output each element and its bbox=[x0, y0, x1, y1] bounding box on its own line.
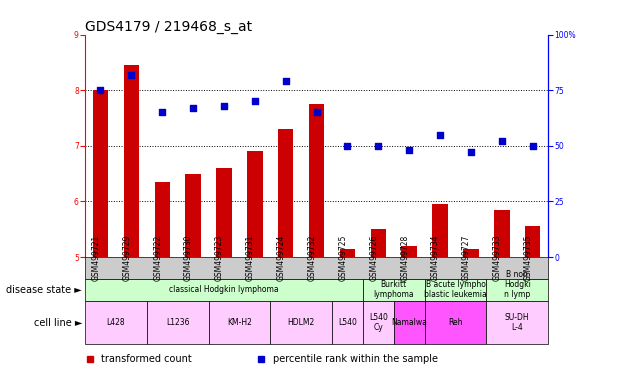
FancyBboxPatch shape bbox=[486, 301, 548, 344]
Text: GSM499722: GSM499722 bbox=[153, 235, 163, 281]
Text: GSM499728: GSM499728 bbox=[400, 235, 410, 281]
Bar bbox=[247, 151, 263, 257]
Text: L540
Cy: L540 Cy bbox=[369, 313, 387, 332]
FancyBboxPatch shape bbox=[85, 279, 363, 301]
Text: disease state ►: disease state ► bbox=[6, 285, 82, 295]
Text: SU-DH
L-4: SU-DH L-4 bbox=[505, 313, 530, 332]
Text: classical Hodgkin lymphoma: classical Hodgkin lymphoma bbox=[169, 285, 279, 294]
Text: GSM499732: GSM499732 bbox=[307, 235, 317, 281]
Text: GSM499730: GSM499730 bbox=[184, 235, 193, 281]
Bar bbox=[525, 227, 541, 257]
Bar bbox=[123, 65, 139, 257]
Text: L1236: L1236 bbox=[166, 318, 190, 327]
Bar bbox=[154, 182, 170, 257]
Bar bbox=[401, 246, 417, 257]
Point bbox=[158, 109, 168, 116]
FancyBboxPatch shape bbox=[363, 279, 425, 301]
Bar bbox=[494, 210, 510, 257]
Bar bbox=[340, 249, 355, 257]
Text: GSM499726: GSM499726 bbox=[369, 235, 378, 281]
FancyBboxPatch shape bbox=[209, 301, 270, 344]
Text: cell line ►: cell line ► bbox=[33, 318, 82, 328]
Text: GSM499725: GSM499725 bbox=[338, 235, 348, 281]
Point bbox=[188, 105, 198, 111]
Bar bbox=[216, 168, 232, 257]
FancyBboxPatch shape bbox=[425, 301, 486, 344]
Point bbox=[249, 98, 260, 104]
Text: transformed count: transformed count bbox=[101, 354, 192, 364]
Bar bbox=[370, 229, 386, 257]
Text: GSM499734: GSM499734 bbox=[431, 235, 440, 281]
FancyBboxPatch shape bbox=[332, 301, 363, 344]
Text: GDS4179 / 219468_s_at: GDS4179 / 219468_s_at bbox=[85, 20, 252, 33]
Text: B non
Hodgki
n lymp
homa: B non Hodgki n lymp homa bbox=[504, 270, 530, 310]
FancyBboxPatch shape bbox=[85, 301, 147, 344]
Point bbox=[281, 78, 291, 84]
Text: Namalwa: Namalwa bbox=[391, 318, 427, 327]
FancyBboxPatch shape bbox=[147, 301, 209, 344]
Text: Burkitt
lymphoma: Burkitt lymphoma bbox=[374, 280, 414, 300]
Bar bbox=[93, 90, 108, 257]
Point bbox=[404, 147, 415, 153]
Bar bbox=[309, 104, 324, 257]
Point bbox=[466, 149, 476, 156]
Text: GSM499721: GSM499721 bbox=[91, 235, 101, 281]
Text: L540: L540 bbox=[338, 318, 357, 327]
Bar bbox=[185, 174, 201, 257]
Text: GSM499724: GSM499724 bbox=[277, 235, 286, 281]
Point bbox=[126, 71, 137, 78]
Text: GSM499727: GSM499727 bbox=[462, 235, 471, 281]
Point bbox=[373, 143, 383, 149]
Text: KM-H2: KM-H2 bbox=[227, 318, 252, 327]
Bar bbox=[432, 204, 448, 257]
Point bbox=[219, 103, 229, 109]
Text: GSM499735: GSM499735 bbox=[524, 235, 532, 281]
FancyBboxPatch shape bbox=[486, 279, 548, 301]
Text: GSM499733: GSM499733 bbox=[493, 235, 501, 281]
FancyBboxPatch shape bbox=[270, 301, 332, 344]
Point bbox=[312, 109, 322, 116]
FancyBboxPatch shape bbox=[85, 257, 548, 279]
Text: L428: L428 bbox=[106, 318, 125, 327]
Text: Reh: Reh bbox=[448, 318, 463, 327]
FancyBboxPatch shape bbox=[425, 279, 486, 301]
Text: B acute lympho
blastic leukemia: B acute lympho blastic leukemia bbox=[424, 280, 487, 300]
Text: GSM499723: GSM499723 bbox=[215, 235, 224, 281]
FancyBboxPatch shape bbox=[394, 301, 425, 344]
Text: GSM499729: GSM499729 bbox=[122, 235, 132, 281]
Bar bbox=[463, 249, 479, 257]
Bar bbox=[278, 129, 294, 257]
Point bbox=[527, 143, 537, 149]
Point bbox=[496, 138, 507, 144]
FancyBboxPatch shape bbox=[363, 301, 394, 344]
Text: HDLM2: HDLM2 bbox=[287, 318, 315, 327]
Text: GSM499731: GSM499731 bbox=[246, 235, 255, 281]
Point bbox=[96, 87, 106, 93]
Point bbox=[435, 132, 445, 138]
Text: percentile rank within the sample: percentile rank within the sample bbox=[273, 354, 438, 364]
Point bbox=[343, 143, 353, 149]
